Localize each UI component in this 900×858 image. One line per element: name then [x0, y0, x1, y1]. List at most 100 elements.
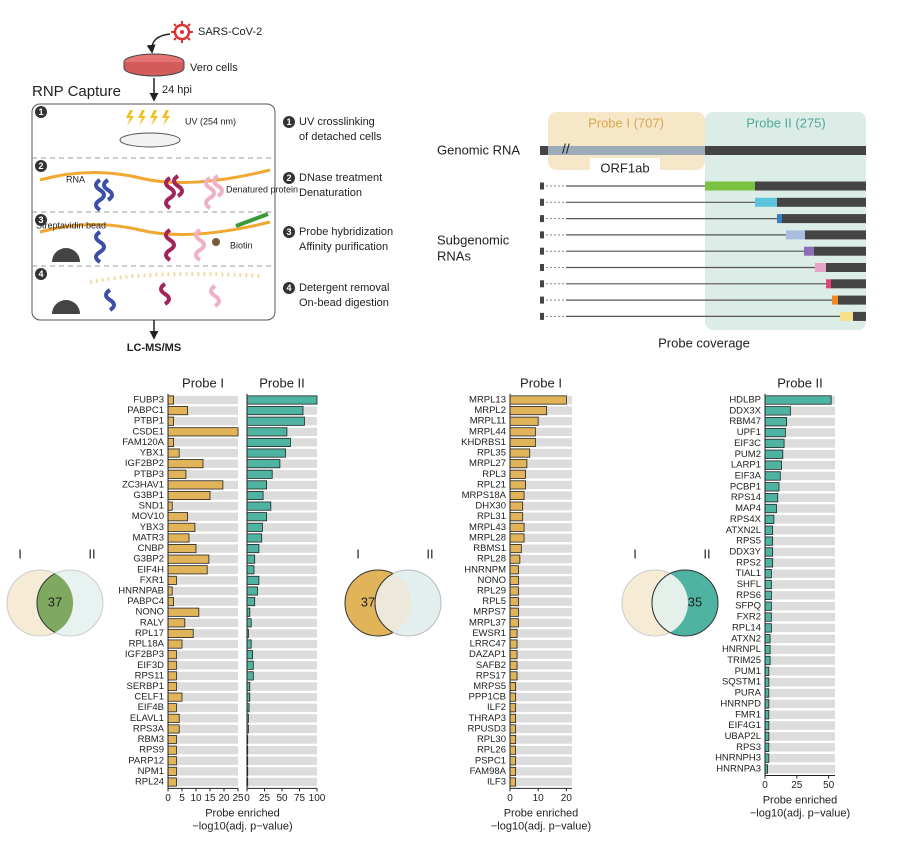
- row-band: [247, 703, 317, 712]
- row-band: [247, 533, 317, 543]
- dividers: [32, 157, 275, 267]
- row-band: [765, 536, 835, 546]
- bar: [764, 655, 771, 666]
- category-label: EIF4B: [138, 702, 164, 713]
- category-label: MATR3: [133, 532, 165, 543]
- category-label: PTBP3: [134, 469, 164, 480]
- category-label: UPF1: [737, 427, 761, 438]
- category-label: PURA: [735, 688, 762, 699]
- step-badge: [283, 226, 295, 238]
- bar: [764, 644, 771, 655]
- category-label: RPL35: [477, 448, 506, 459]
- category-label: HNRNPM: [464, 564, 506, 575]
- category-label: HNRNPD: [720, 698, 761, 709]
- caption: Probe coverage: [658, 335, 750, 350]
- x-axis-label: Probe enriched: [504, 807, 579, 819]
- row-band: [168, 777, 238, 787]
- row-band: [510, 767, 572, 776]
- step-badge: [283, 172, 295, 184]
- category-label: HDLBP: [729, 395, 761, 406]
- category-label: RPS6: [736, 590, 761, 601]
- bar: [167, 544, 197, 554]
- category-label: THRAP3: [469, 713, 506, 724]
- bar: [246, 639, 252, 649]
- category-label: NONO: [478, 575, 507, 586]
- step-badge: [35, 106, 47, 118]
- bar: [764, 612, 772, 622]
- x-axis-label: Probe enriched: [205, 807, 280, 819]
- bar: [509, 618, 519, 628]
- row-band: [765, 406, 835, 416]
- row-band: [765, 656, 835, 665]
- row-band: [247, 523, 317, 532]
- row-band: [168, 406, 238, 415]
- category-label: MRPL11: [470, 416, 506, 427]
- orf-segment: [777, 214, 782, 224]
- bar: [764, 482, 780, 492]
- venn-count: 35: [688, 594, 702, 609]
- bar: [167, 692, 183, 702]
- category-label: SHFL: [737, 579, 761, 590]
- row-band: [510, 692, 572, 702]
- bar: [167, 554, 210, 564]
- bar: [246, 448, 286, 458]
- bar: [167, 745, 177, 755]
- category-label: MRPS18A: [462, 490, 507, 501]
- row-band: [510, 523, 572, 532]
- bar: [509, 437, 536, 447]
- rna-tail: [782, 214, 866, 224]
- venn-overlap: [374, 570, 411, 636]
- category-label: ELAVL1: [130, 713, 164, 724]
- row-band: [247, 767, 317, 776]
- orf-segment: [832, 295, 838, 305]
- bar: [509, 480, 526, 490]
- rna-tail: [805, 230, 866, 240]
- row-band: [247, 746, 317, 755]
- bar: [509, 756, 517, 766]
- panel-title: Probe I: [520, 375, 562, 390]
- row-band: [247, 565, 317, 574]
- bar: [764, 438, 785, 449]
- bar: [764, 417, 788, 427]
- category-label: FXR2: [737, 612, 761, 623]
- row-band: [510, 501, 572, 511]
- step-text: Probe hybridization: [299, 226, 393, 238]
- bar: [509, 501, 524, 511]
- dish: [123, 53, 185, 77]
- row-band: [510, 608, 572, 617]
- time-label: 24 hpi: [162, 84, 192, 96]
- row-band: [765, 569, 835, 578]
- category-label: DDX3X: [729, 405, 761, 416]
- step-badge: [35, 214, 47, 226]
- bar: [246, 533, 263, 543]
- category-label: PTBP1: [134, 416, 164, 427]
- proteins: [94, 228, 206, 264]
- category-label: HNRNPH3: [715, 753, 761, 764]
- rna-start: [540, 264, 544, 271]
- bar: [764, 525, 774, 535]
- row-band: [247, 650, 317, 659]
- row-band: [765, 764, 835, 774]
- bar: [764, 677, 770, 687]
- row-band: [765, 526, 835, 535]
- category-label: RBM3: [138, 734, 164, 745]
- row-band: [765, 743, 835, 752]
- category-label: HNRNPL: [722, 644, 761, 655]
- rna-strand: [39, 168, 271, 184]
- probe: [235, 212, 269, 228]
- bar: [167, 597, 174, 607]
- row-band: [510, 724, 572, 734]
- bar: [509, 671, 518, 681]
- orf-segment: [705, 181, 755, 191]
- row-band: [168, 501, 238, 511]
- category-label: PUM2: [735, 449, 761, 460]
- row-band: [510, 427, 572, 436]
- step-badge: [283, 282, 295, 294]
- bar: [246, 544, 260, 554]
- step-text: Denaturation: [299, 187, 362, 199]
- row-band: [168, 395, 238, 405]
- row-band: [247, 501, 317, 511]
- rna-tail: [838, 295, 866, 305]
